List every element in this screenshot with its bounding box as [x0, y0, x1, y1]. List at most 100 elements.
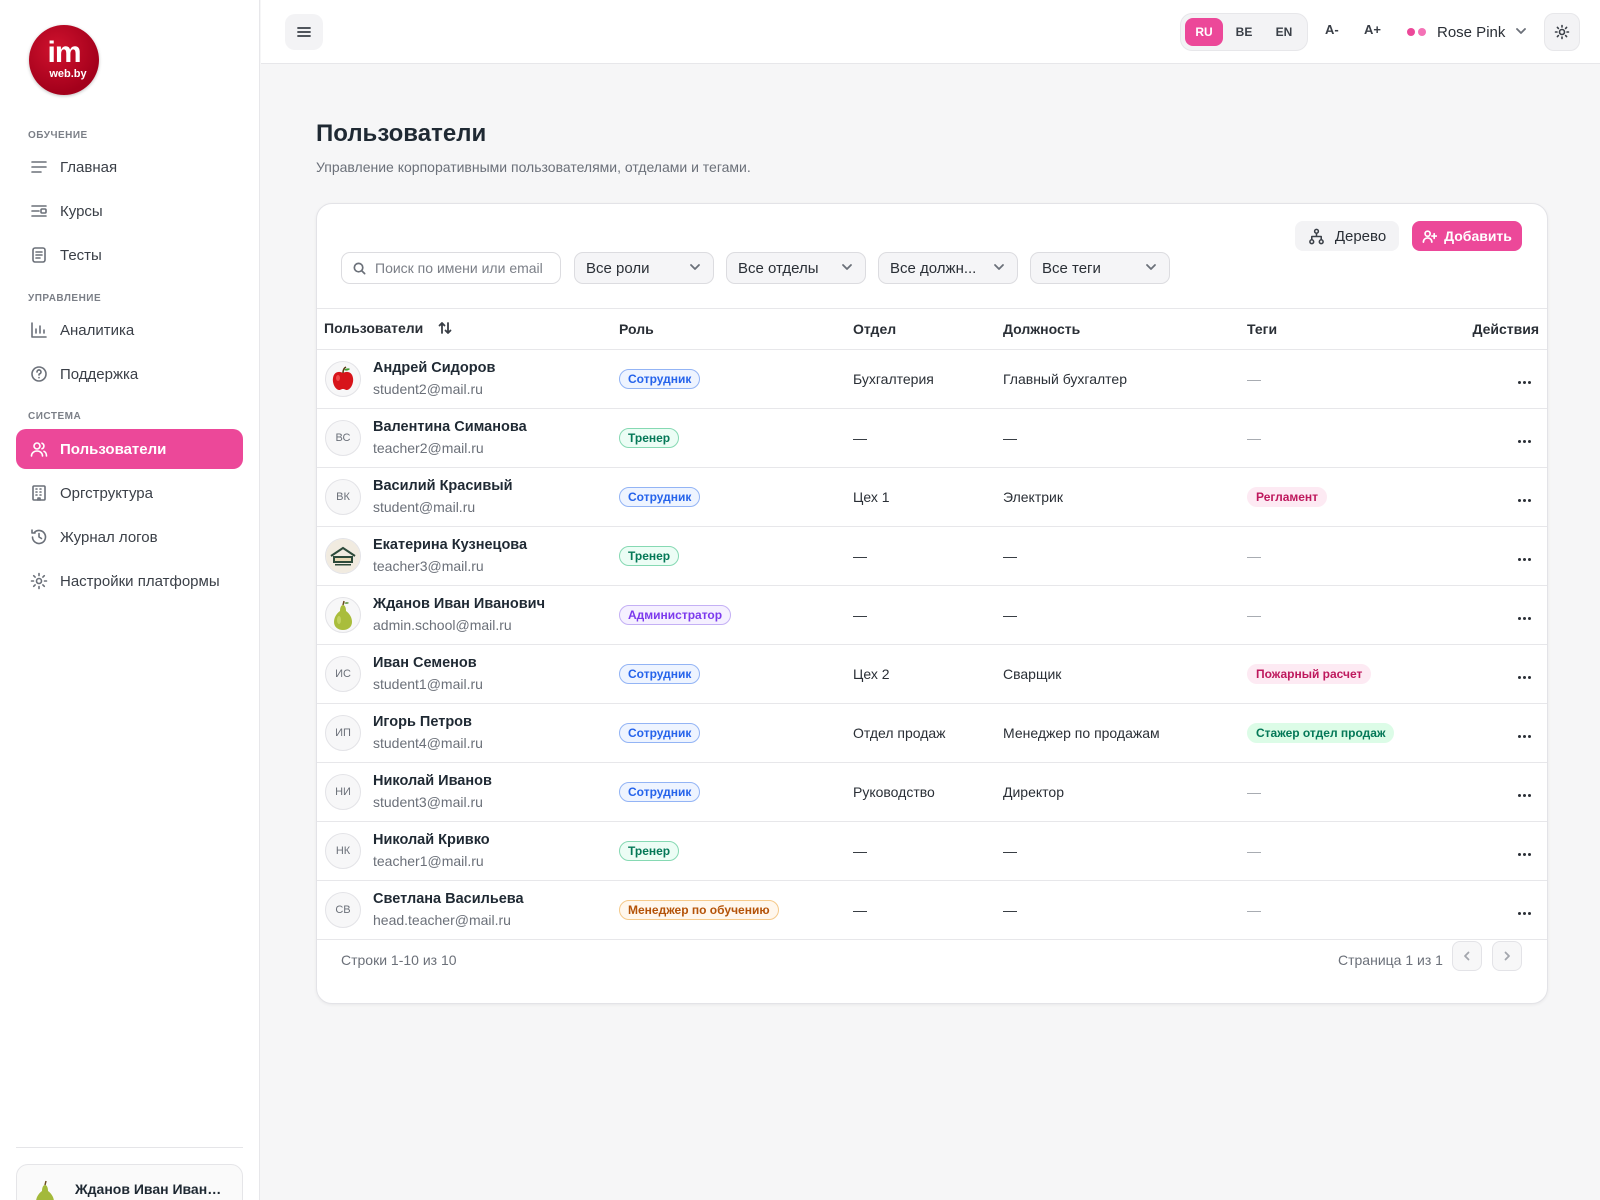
department-cell: Отдел продаж: [853, 703, 1003, 763]
table-row[interactable]: ИС Иван Семенов student1@mail.ru Сотрудник Ц…: [317, 644, 1547, 704]
user-email: student@mail.ru: [373, 499, 476, 515]
actions-cell: [1427, 821, 1547, 881]
sidebar-item-logs[interactable]: Журнал логов: [16, 517, 243, 557]
table-row[interactable]: ВС Валентина Симанова teacher2@mail.ru Трен…: [317, 408, 1547, 468]
sort-arrows-icon[interactable]: [437, 320, 453, 339]
theme-select[interactable]: Rose Pink: [1407, 20, 1527, 44]
position-cell: Менеджер по продажам: [1003, 703, 1247, 763]
table-row[interactable]: СВ Светлана Васильева head.teacher@mail.ru…: [317, 880, 1547, 940]
department-value: Цех 1: [853, 489, 890, 505]
avatar-initials: НИ: [335, 786, 351, 798]
tags-cell: Стажер отдел продаж: [1247, 703, 1427, 763]
role-filter-select[interactable]: Все роли: [574, 252, 714, 284]
user-name[interactable]: Жданов Иван Иванович: [373, 596, 545, 612]
chevron-down-icon: [993, 260, 1005, 277]
sidebar-item-settings[interactable]: Настройки платформы: [16, 561, 243, 601]
table-row[interactable]: Жданов Иван Иванович admin.school@mail.ru…: [317, 585, 1547, 645]
department-value: —: [853, 843, 867, 859]
table-header-row: Пользователи Роль Отдел Должность Теги Д…: [317, 308, 1547, 350]
user-name[interactable]: Екатерина Кузнецова: [373, 537, 528, 553]
lang-en-button[interactable]: EN: [1275, 25, 1293, 39]
chevron-down-icon: [689, 260, 701, 277]
tag-badge[interactable]: Регламент: [1247, 487, 1328, 507]
menu-toggle-button[interactable]: [285, 14, 323, 50]
user-cell: ВС Валентина Симанова teacher2@mail.ru: [317, 408, 619, 468]
tag-badge[interactable]: Стажер отдел продаж: [1247, 723, 1395, 743]
tag-badge[interactable]: Пожарный расчет: [1247, 664, 1372, 684]
tag-filter-select[interactable]: Все теги: [1030, 252, 1170, 284]
actions-cell: [1427, 703, 1547, 763]
next-page-button[interactable]: [1492, 941, 1522, 971]
font-decrease-button[interactable]: A-: [1325, 22, 1339, 37]
sidebar-item-analytics[interactable]: Аналитика: [16, 310, 243, 350]
top-header: RU BE EN A- A+ Rose Pink: [261, 0, 1600, 64]
position-cell: Электрик: [1003, 467, 1247, 527]
more-actions-icon[interactable]: [1518, 853, 1531, 856]
user-name[interactable]: Светлана Васильева: [373, 891, 524, 907]
user-name[interactable]: Николай Иванов: [373, 773, 492, 789]
position-cell: Сварщик: [1003, 644, 1247, 704]
logo-avatar-icon: [325, 538, 361, 574]
sidebar: im web.by ОБУЧЕНИЕ Главная Курсы Тесты У…: [0, 0, 260, 1200]
more-actions-icon[interactable]: [1518, 676, 1531, 679]
sidebar-item-label: Главная: [60, 158, 118, 176]
user-cell: СВ Светлана Васильева head.teacher@mail.ru: [317, 880, 619, 940]
logo-main-text: im: [47, 36, 81, 69]
department-filter-select[interactable]: Все отделы: [726, 252, 866, 284]
position-value: —: [1003, 430, 1017, 446]
more-actions-icon[interactable]: [1518, 794, 1531, 797]
page-info: Страница 1 из 1: [1338, 952, 1443, 968]
theme-mode-button[interactable]: [1544, 13, 1580, 51]
search-input[interactable]: [375, 260, 560, 276]
user-name[interactable]: Андрей Сидоров: [373, 360, 496, 376]
actions-cell: [1427, 585, 1547, 645]
role-cell: Администратор: [619, 585, 853, 645]
department-cell: —: [853, 880, 1003, 940]
tags-cell: —: [1247, 526, 1427, 586]
table-row[interactable]: НК Николай Кривко teacher1@mail.ru Тренер — —…: [317, 821, 1547, 881]
more-actions-icon[interactable]: [1518, 912, 1531, 915]
column-header-users[interactable]: Пользователи: [317, 308, 619, 350]
position-cell: Главный бухгалтер: [1003, 349, 1247, 409]
sidebar-item-tests[interactable]: Тесты: [16, 235, 243, 275]
sidebar-item-home[interactable]: Главная: [16, 147, 243, 187]
more-actions-icon[interactable]: [1518, 381, 1531, 384]
position-value: Электрик: [1003, 489, 1063, 505]
table-row[interactable]: Андрей Сидоров student2@mail.ru Сотрудник Б…: [317, 349, 1547, 409]
theme-dot-icon: [1418, 28, 1426, 36]
user-name[interactable]: Николай Кривко: [373, 832, 490, 848]
lang-ru-button[interactable]: RU: [1185, 18, 1223, 46]
department-cell: Руководство: [853, 762, 1003, 822]
sidebar-item-courses[interactable]: Курсы: [16, 191, 243, 231]
section-label-management: УПРАВЛЕНИЕ: [28, 293, 102, 304]
table-row[interactable]: ВК Василий Красивый student@mail.ru Сотрудн…: [317, 467, 1547, 527]
more-actions-icon[interactable]: [1518, 558, 1531, 561]
lang-be-button[interactable]: BE: [1235, 25, 1253, 39]
prev-page-button[interactable]: [1452, 941, 1482, 971]
user-name[interactable]: Валентина Симанова: [373, 419, 527, 435]
role-badge: Сотрудник: [619, 487, 701, 507]
add-user-button[interactable]: Добавить: [1412, 221, 1522, 251]
table-row[interactable]: Екатерина Кузнецова teacher3@mail.ru Трене…: [317, 526, 1547, 586]
table-row[interactable]: ИП Игорь Петров student4@mail.ru Сотрудник О…: [317, 703, 1547, 763]
user-cell: Андрей Сидоров student2@mail.ru: [317, 349, 619, 409]
position-filter-select[interactable]: Все должн...: [878, 252, 1018, 284]
user-name[interactable]: Василий Красивый: [373, 478, 513, 494]
more-actions-icon[interactable]: [1518, 440, 1531, 443]
table-row[interactable]: НИ Николай Иванов student3@mail.ru Сотрудни…: [317, 762, 1547, 822]
tree-view-button[interactable]: Дерево: [1295, 221, 1399, 251]
more-actions-icon[interactable]: [1518, 735, 1531, 738]
history-icon: [30, 528, 48, 546]
sidebar-item-org-structure[interactable]: Оргструктура: [16, 473, 243, 513]
role-cell: Сотрудник: [619, 703, 853, 763]
user-name[interactable]: Игорь Петров: [373, 714, 472, 730]
current-user-card[interactable]: Жданов Иван Иванович: [16, 1164, 243, 1200]
sidebar-item-users[interactable]: Пользователи: [16, 429, 243, 469]
more-actions-icon[interactable]: [1518, 499, 1531, 502]
avatar: ВС: [325, 420, 361, 456]
more-actions-icon[interactable]: [1518, 617, 1531, 620]
user-name[interactable]: Иван Семенов: [373, 655, 477, 671]
font-increase-button[interactable]: A+: [1364, 22, 1381, 37]
brand-logo[interactable]: im web.by: [29, 25, 99, 95]
sidebar-item-support[interactable]: Поддержка: [16, 354, 243, 394]
